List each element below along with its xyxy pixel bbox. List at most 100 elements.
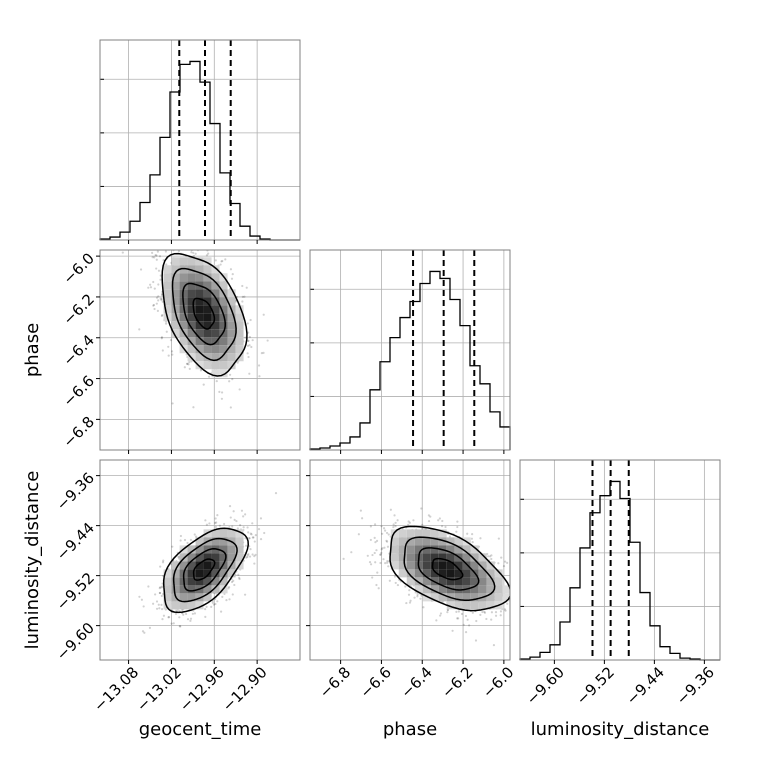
- density-cell: [203, 273, 212, 282]
- density-cell: [486, 601, 495, 610]
- sample-point: [245, 286, 248, 289]
- sample-point: [359, 509, 362, 512]
- sample-point: [156, 250, 159, 253]
- density-cell: [406, 545, 415, 554]
- sample-point: [413, 596, 416, 599]
- sample-point: [167, 616, 170, 619]
- density-cell: [195, 297, 204, 306]
- density-cell: [227, 569, 236, 578]
- panel-frame: [99, 249, 301, 451]
- density-cell: [406, 561, 415, 570]
- density-cell: [211, 577, 220, 586]
- sample-point: [475, 619, 478, 623]
- density-cell: [187, 329, 196, 338]
- density-cell: [195, 337, 204, 346]
- density-cell: [390, 545, 399, 554]
- sample-point: [248, 555, 252, 558]
- sample-point: [153, 287, 156, 290]
- sample-point: [185, 612, 188, 616]
- sample-point: [259, 517, 263, 520]
- sample-point: [138, 328, 141, 331]
- density-cell: [446, 569, 455, 578]
- density-cell: [219, 337, 228, 346]
- sample-point: [143, 631, 146, 634]
- density-cell: [171, 577, 180, 586]
- density-cell: [398, 529, 407, 538]
- joint-panel-geocent_time-luminosity_distance: [99, 459, 301, 661]
- sample-point: [385, 539, 388, 542]
- histogram-geocent_time: [99, 60, 300, 241]
- density-cell: [486, 585, 495, 594]
- sample-point: [412, 519, 415, 522]
- density-cell: [438, 585, 447, 594]
- density-cell: [171, 601, 180, 610]
- sample-point: [239, 524, 242, 527]
- density-cell: [235, 537, 244, 546]
- sample-point: [175, 609, 178, 612]
- sample-point: [155, 267, 158, 270]
- sample-point: [214, 525, 217, 529]
- density-cell: [187, 281, 196, 290]
- density-cell: [179, 337, 188, 346]
- contour-line: [417, 547, 480, 591]
- sample-point: [160, 336, 164, 339]
- sample-point: [167, 354, 170, 357]
- sample-point: [489, 555, 492, 558]
- sample-point: [219, 610, 223, 613]
- density-cell: [470, 585, 479, 594]
- density-cell: [203, 297, 212, 306]
- sample-point: [179, 534, 183, 538]
- sample-point: [153, 256, 156, 259]
- density-cell: [211, 537, 220, 546]
- sample-point: [466, 618, 469, 621]
- density-cell: [454, 593, 463, 602]
- sample-point: [188, 360, 191, 364]
- density-cell: [203, 569, 212, 578]
- sample-point: [154, 593, 157, 596]
- density-cell: [163, 577, 172, 586]
- density-cell: [219, 537, 228, 546]
- sample-point: [385, 531, 389, 535]
- sample-point: [181, 245, 183, 247]
- sample-point: [170, 350, 174, 353]
- sample-point: [408, 601, 412, 604]
- density-cell: [187, 577, 196, 586]
- sample-point: [187, 363, 190, 366]
- sample-point: [387, 565, 390, 568]
- sample-point: [214, 602, 217, 606]
- sample-point: [148, 626, 152, 629]
- density-cell: [203, 289, 212, 298]
- sample-point: [152, 602, 155, 605]
- density-cell: [454, 545, 463, 554]
- sample-point: [379, 553, 382, 556]
- sample-point: [380, 525, 383, 528]
- sample-point: [160, 594, 163, 598]
- sample-point: [160, 608, 164, 611]
- sample-point: [383, 546, 386, 549]
- sample-point: [483, 611, 487, 614]
- sample-point: [251, 522, 254, 525]
- density-cell: [478, 585, 487, 594]
- sample-point: [192, 406, 195, 409]
- density-cell: [211, 353, 220, 362]
- density-cell: [179, 313, 188, 322]
- joint-content: [310, 460, 510, 660]
- sample-point: [386, 561, 389, 564]
- density-cell: [211, 337, 220, 346]
- density-cell: [462, 553, 471, 562]
- x-tick-label-geocent_time: −13.02: [133, 663, 185, 715]
- sample-point: [438, 517, 441, 520]
- density-cell: [438, 593, 447, 602]
- contour-line: [172, 537, 238, 603]
- density-cell: [227, 529, 236, 538]
- density-cell: [203, 321, 212, 330]
- sample-point: [178, 625, 181, 628]
- sample-point: [169, 339, 173, 342]
- sample-point: [248, 335, 251, 339]
- sample-point: [204, 615, 207, 618]
- sample-point: [244, 513, 247, 516]
- x-tick-label-luminosity_distance: −9.36: [673, 663, 718, 708]
- density-cell: [163, 305, 172, 314]
- density-cell: [235, 337, 244, 346]
- sample-point: [158, 607, 161, 610]
